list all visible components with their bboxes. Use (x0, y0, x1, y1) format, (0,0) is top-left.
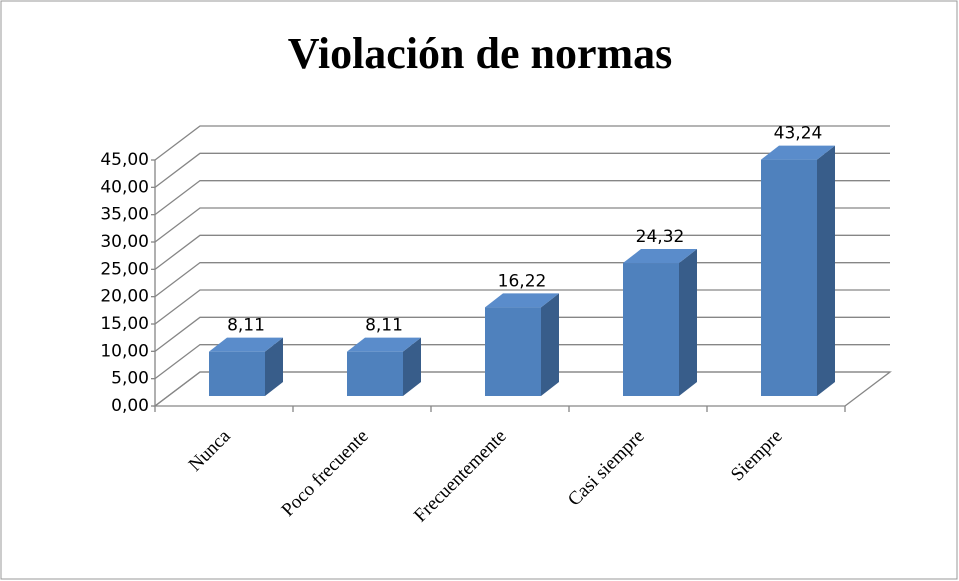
y-tick-label: 25,00 (100, 259, 149, 279)
grid-line (154, 152, 890, 188)
data-label: 8,11 (365, 316, 403, 336)
bar-side (265, 337, 283, 396)
grid-line (154, 234, 890, 270)
bar (209, 351, 265, 396)
data-label: 24,32 (636, 227, 685, 247)
chart-title: Violación de normas (288, 29, 673, 78)
bar-side (679, 249, 697, 396)
y-tick-label: 35,00 (100, 205, 149, 225)
y-tick-label: 15,00 (100, 314, 149, 334)
bar-side (403, 337, 421, 396)
grid-line (154, 207, 890, 243)
y-tick-label: 45,00 (100, 150, 149, 170)
bar (623, 263, 679, 396)
data-label: 16,22 (498, 271, 547, 291)
bar (347, 351, 403, 396)
bar-top (209, 337, 283, 352)
y-tick-label: 5,00 (111, 369, 149, 389)
bar-side (817, 145, 835, 396)
bar-side (541, 293, 559, 396)
y-tick-label: 30,00 (100, 232, 149, 252)
y-tick-label: 0,00 (111, 396, 149, 416)
data-label: 43,24 (774, 124, 823, 144)
y-tick-label: 10,00 (100, 341, 149, 361)
bar (485, 307, 541, 396)
y-tick-label: 20,00 (100, 287, 149, 307)
grid-line (154, 125, 890, 161)
bar (761, 159, 817, 396)
bar-top (485, 293, 559, 308)
grid-line (154, 180, 890, 216)
bar-top (347, 337, 421, 352)
bar-top (623, 249, 697, 264)
y-tick-label: 40,00 (100, 177, 149, 197)
bar-top (761, 145, 835, 160)
data-label: 8,11 (227, 316, 265, 336)
